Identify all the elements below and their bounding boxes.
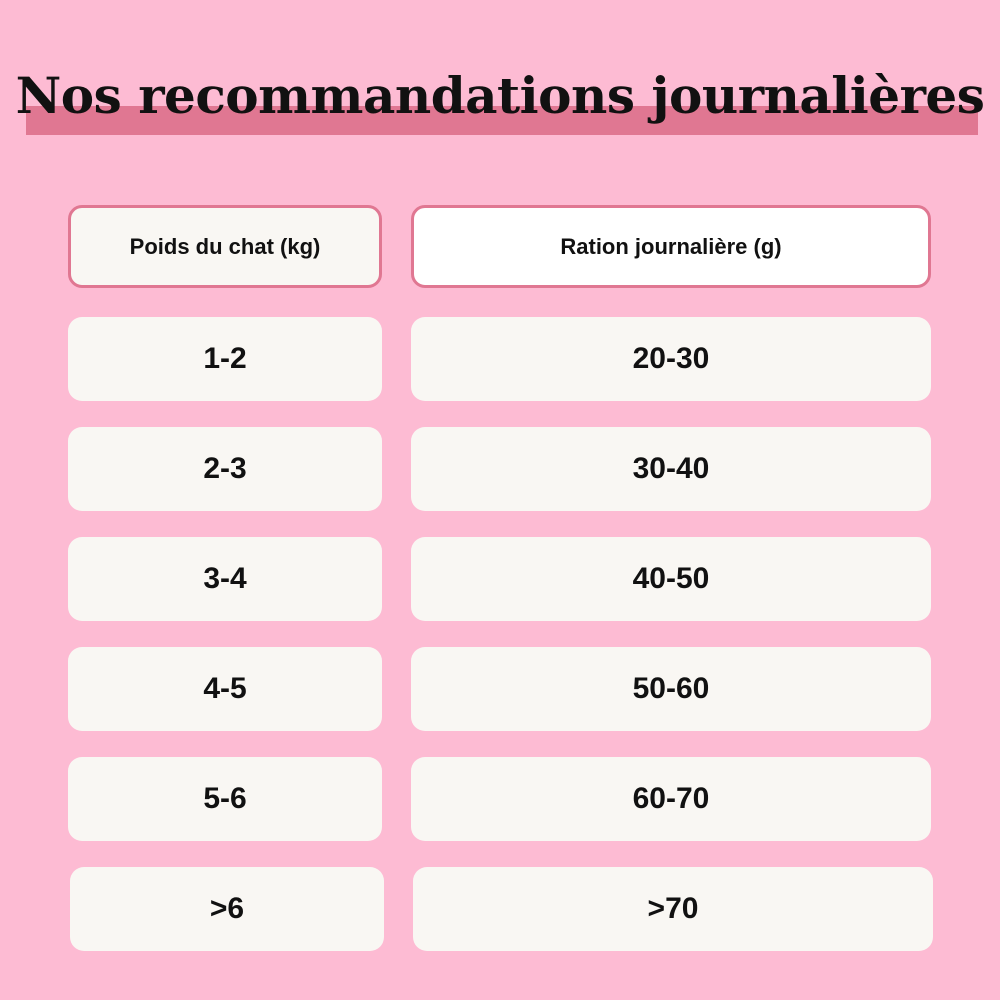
ration-cell: 40-50 bbox=[411, 537, 931, 621]
header-ration: Ration journalière (g) bbox=[411, 205, 931, 288]
weight-cell: >6 bbox=[70, 867, 384, 951]
ration-cell: 20-30 bbox=[411, 317, 931, 401]
ration-cell: 30-40 bbox=[411, 427, 931, 511]
weight-cell: 3-4 bbox=[68, 537, 382, 621]
ration-cell: 50-60 bbox=[411, 647, 931, 731]
weight-cell: 1-2 bbox=[68, 317, 382, 401]
weight-cell: 4-5 bbox=[68, 647, 382, 731]
title-highlight bbox=[26, 106, 978, 135]
ration-cell: >70 bbox=[413, 867, 933, 951]
weight-cell: 2-3 bbox=[68, 427, 382, 511]
weight-cell: 5-6 bbox=[68, 757, 382, 841]
page-title: Nos recommandations journalières bbox=[15, 66, 985, 125]
header-weight: Poids du chat (kg) bbox=[68, 205, 382, 288]
ration-cell: 60-70 bbox=[411, 757, 931, 841]
